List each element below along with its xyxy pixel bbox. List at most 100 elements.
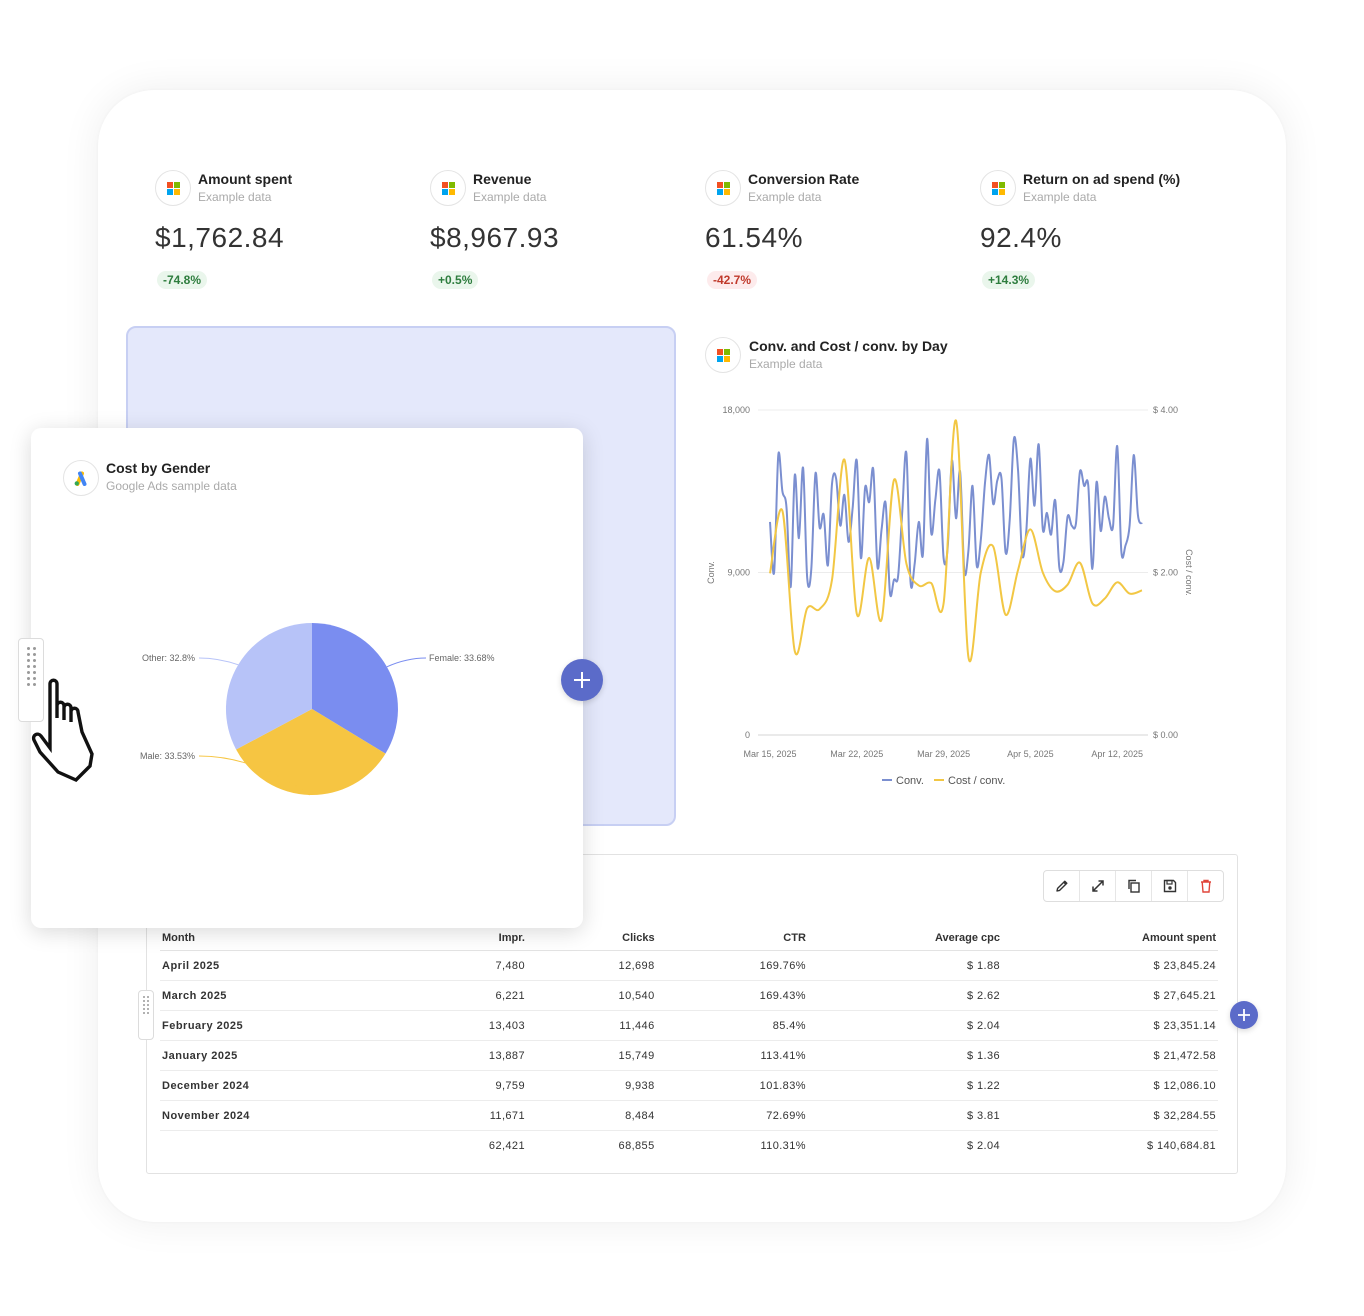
cost-by-gender-card[interactable]: Cost by Gender Google Ads sample data Fe…: [31, 428, 583, 928]
table-drag-handle[interactable]: [138, 990, 154, 1040]
add-widget-button[interactable]: [1230, 1001, 1258, 1029]
gender-chart-subtitle: Google Ads sample data: [106, 479, 237, 493]
column-header[interactable]: Average cpc: [807, 926, 1002, 951]
column-header[interactable]: Amount spent: [1002, 926, 1218, 951]
table-cell: 85.4%: [656, 1010, 808, 1041]
table-cell: $ 1.22: [807, 1070, 1002, 1101]
kpi-subtitle: Example data: [1023, 190, 1097, 204]
y-tick-label: 9,000: [727, 568, 750, 578]
table-cell: November 2024: [160, 1100, 361, 1131]
kpi-change-badge: -74.8%: [157, 271, 208, 289]
table-cell: $ 12,086.10: [1002, 1070, 1218, 1101]
expand-icon[interactable]: [1080, 871, 1116, 901]
table-cell: 62,421: [488, 1139, 525, 1152]
table-totals-row: 62,421 68,855 110.31% $ 2.04 $ 140,684.8…: [160, 1131, 1218, 1161]
table-cell: 6,221: [360, 980, 527, 1011]
table-row: December 2024 9,759 9,938 101.83% $ 1.22…: [160, 1070, 1218, 1101]
table-cell: 13,887: [360, 1040, 527, 1071]
table-cell: 68,855: [618, 1139, 655, 1152]
table-row: April 2025 7,480 12,698 169.76% $ 1.88 $…: [160, 950, 1218, 981]
column-header[interactable]: Impr.: [360, 926, 527, 951]
table-row: January 2025 13,887 15,749 113.41% $ 1.3…: [160, 1040, 1218, 1071]
microsoft-ads-icon: [705, 170, 741, 206]
kpi-title: Amount spent: [198, 171, 293, 187]
kpi-subtitle: Example data: [473, 190, 547, 204]
pie-leader-line: [198, 755, 310, 796]
table-cell: $ 1.88: [807, 950, 1002, 981]
x-tick-label: Apr 12, 2025: [1091, 749, 1143, 759]
pie-slice-female: [312, 623, 398, 754]
y-tick-label: 0: [745, 730, 750, 740]
y-axis-title: Conv.: [706, 561, 716, 584]
monthly-data-table: Month Impr. Clicks CTR Average cpc Amoun…: [160, 926, 1218, 1160]
table-cell: 13,403: [360, 1010, 527, 1041]
table-row: February 2025 13,403 11,446 85.4% $ 2.04…: [160, 1010, 1218, 1041]
kpi-value: $1,762.84: [155, 222, 285, 253]
column-header[interactable]: CTR: [656, 926, 808, 951]
cost-per-conv-series-line: [769, 419, 1143, 663]
line-chart-title: Conv. and Cost / conv. by Day: [749, 338, 948, 354]
table-header-row: Month Impr. Clicks CTR Average cpc Amoun…: [160, 926, 1218, 951]
x-tick-label: Apr 5, 2025: [1007, 749, 1054, 759]
conv-cost-line-chart[interactable]: 18,000 9,000 0 $ 4.00 $ 2.00 $ 0.00 Conv. Cost …: [700, 395, 1200, 795]
x-tick-label: Mar 29, 2025: [917, 749, 970, 759]
gender-chart-title: Cost by Gender: [106, 460, 211, 476]
pie-data-label: Male: 33.53%: [140, 751, 195, 761]
table-cell: 7,480: [360, 950, 527, 981]
table-cell: 110.31%: [760, 1139, 806, 1152]
table-cell: 101.83%: [656, 1070, 808, 1101]
kpi-title: Return on ad spend (%): [1023, 171, 1181, 187]
table-cell: February 2025: [160, 1010, 361, 1041]
x-tick-label: Mar 15, 2025: [743, 749, 796, 759]
microsoft-ads-icon: [980, 170, 1016, 206]
table-cell: 11,671: [360, 1100, 527, 1131]
microsoft-ads-icon: [430, 170, 466, 206]
hand-pointer-icon: [31, 678, 94, 783]
legend-label: Cost / conv.: [948, 775, 1005, 787]
table-cell: 169.76%: [656, 950, 808, 981]
pie-leader-line: [386, 657, 427, 668]
column-header[interactable]: Month: [160, 926, 361, 951]
google-ads-icon: [63, 460, 99, 496]
table-cell: $ 1.36: [807, 1040, 1002, 1071]
table-cell: 15,749: [526, 1040, 657, 1071]
pie-data-label: Other: 32.8%: [142, 653, 195, 663]
table-cell: $ 32,284.55: [1002, 1100, 1218, 1131]
kpi-change-badge: +0.5%: [432, 271, 479, 289]
kpi-value: 61.54%: [705, 222, 803, 253]
save-icon[interactable]: [1152, 871, 1188, 901]
card-drag-handle[interactable]: [18, 638, 44, 722]
table-cell: 12,698: [526, 950, 657, 981]
y-right-tick-label: $ 0.00: [1153, 730, 1178, 740]
line-chart-subtitle: Example data: [749, 357, 823, 371]
kpi-title: Revenue: [473, 171, 532, 187]
trash-icon[interactable]: [1188, 871, 1223, 901]
kpi-subtitle: Example data: [198, 190, 272, 204]
table-cell: [160, 1131, 360, 1161]
table-row: March 2025 6,221 10,540 169.43% $ 2.62 $…: [160, 980, 1218, 1011]
table-cell: March 2025: [160, 980, 361, 1011]
table-cell: 113.41%: [656, 1040, 808, 1071]
pie-data-label: Female: 33.68%: [429, 653, 495, 663]
table-cell: $ 23,845.24: [1002, 950, 1218, 981]
widget-toolbar: [1043, 870, 1224, 902]
table-cell: $ 140,684.81: [1146, 1139, 1216, 1152]
column-header[interactable]: Clicks: [526, 926, 657, 951]
kpi-value: $8,967.93: [430, 222, 560, 253]
gender-pie-chart[interactable]: Female: 33.68% Male: 33.53% Other: 32.8%: [31, 428, 583, 928]
table-cell: December 2024: [160, 1070, 361, 1101]
kpi-change-badge: +14.3%: [982, 271, 1036, 289]
legend-label: Conv.: [896, 775, 924, 787]
kpi-subtitle: Example data: [748, 190, 822, 204]
table-cell: $ 21,472.58: [1002, 1040, 1218, 1071]
table-cell: $ 2.04: [967, 1139, 1000, 1152]
table-cell: $ 2.62: [807, 980, 1002, 1011]
table-cell: 10,540: [526, 980, 657, 1011]
add-widget-button[interactable]: [561, 659, 603, 701]
kpi-change-badge: -42.7%: [707, 271, 758, 289]
copy-icon[interactable]: [1116, 871, 1152, 901]
table-cell: 72.69%: [656, 1100, 808, 1131]
table-cell: 9,759: [360, 1070, 527, 1101]
y-right-tick-label: $ 4.00: [1153, 405, 1178, 415]
pencil-icon[interactable]: [1044, 871, 1080, 901]
